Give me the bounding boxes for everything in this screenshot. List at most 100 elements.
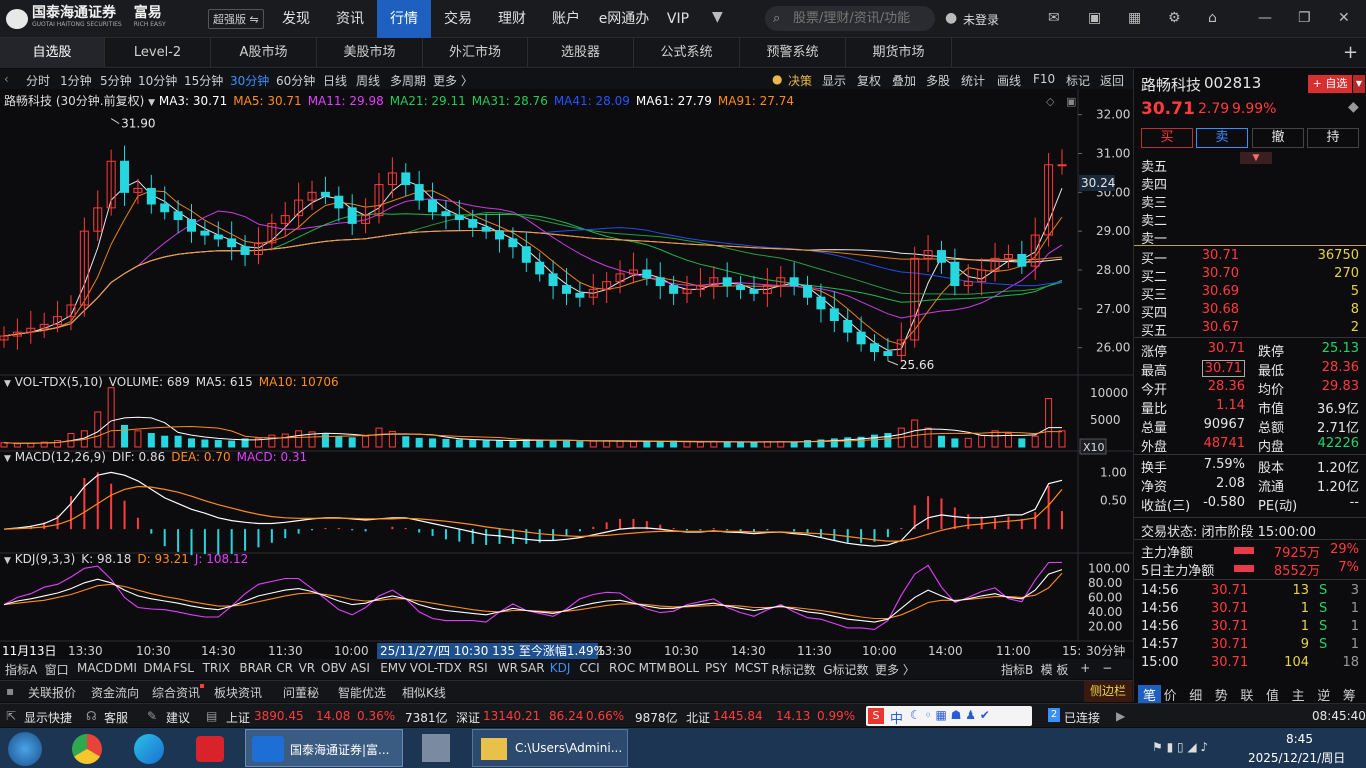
edge-icon[interactable] xyxy=(134,734,164,764)
cancel-button[interactable]: 撤 xyxy=(1252,128,1304,148)
taskbar-app-guotai[interactable]: 国泰海通证券|富... xyxy=(245,729,403,767)
nav-account[interactable]: 账户 xyxy=(552,11,580,27)
tool-multistock[interactable]: 多股 xyxy=(926,74,951,88)
indicator-tab[interactable]: MACD xyxy=(77,661,113,675)
indicator-tab[interactable]: 模 板 xyxy=(1040,663,1069,677)
indicator-tab[interactable]: OBV xyxy=(321,661,347,675)
period-10min[interactable]: 10分钟 xyxy=(138,74,178,88)
period-5min[interactable]: 5分钟 xyxy=(100,74,132,88)
indicator-tab[interactable]: 窗口 xyxy=(44,663,69,677)
right-tab[interactable]: 势 xyxy=(1214,689,1228,704)
indicator-tab[interactable]: ASI xyxy=(350,661,370,675)
nav-vip[interactable]: VIP xyxy=(666,11,690,27)
tool-display[interactable]: 显示 xyxy=(822,74,847,88)
chevron-down-icon[interactable]: ▼ xyxy=(712,9,723,25)
right-tab[interactable]: 主 xyxy=(1291,689,1305,704)
add-watchlist-button[interactable]: + 自选 xyxy=(1308,75,1352,93)
tab-watchlist[interactable]: 自选股 xyxy=(0,38,105,68)
nav-finance[interactable]: 理财 xyxy=(498,11,526,27)
link-smart-pick[interactable]: 智能优选 xyxy=(338,686,387,700)
tool-stats[interactable]: 统计 xyxy=(961,74,986,88)
taskbar-app-explorer[interactable]: C:\Users\Admini... xyxy=(472,729,628,767)
tool-f10[interactable]: F10 xyxy=(1033,72,1056,86)
trading-app-icon[interactable] xyxy=(196,736,224,762)
disk-tool-icon[interactable] xyxy=(422,734,450,762)
nav-trade[interactable]: 交易 xyxy=(444,11,472,27)
indicator-tab[interactable]: PSY xyxy=(705,661,728,675)
nav-eservice[interactable]: e网通办 xyxy=(598,11,650,27)
indicator-tab[interactable]: G标记数 xyxy=(823,663,869,677)
indicator-tab[interactable]: VR xyxy=(298,661,316,675)
indicator-tab[interactable]: 指标A xyxy=(5,663,38,677)
tab-forex[interactable]: 外汇市场 xyxy=(423,38,528,68)
indicator-tab[interactable]: 指标B xyxy=(1001,663,1034,677)
link-similar-kline[interactable]: 相似K线 xyxy=(402,686,446,700)
period-1min[interactable]: 1分钟 xyxy=(60,74,92,88)
right-tab[interactable]: 笔 xyxy=(1138,685,1162,704)
sidebar-toggle[interactable]: 侧边栏 xyxy=(1084,681,1132,702)
tab-a-share[interactable]: A股市场 xyxy=(211,38,317,68)
tab-us-stocks[interactable]: 美股市场 xyxy=(317,38,423,68)
buy-button[interactable]: 买 xyxy=(1141,128,1193,148)
service-link[interactable]: 客服 xyxy=(104,711,129,725)
indicator-tab[interactable]: BOLL xyxy=(668,661,700,675)
link-fund-flow[interactable]: 资金流向 xyxy=(91,686,140,700)
user-icon[interactable]: ● xyxy=(945,10,958,26)
tab-level2[interactable]: Level-2 xyxy=(105,38,211,68)
expand-icon[interactable]: ▼ xyxy=(1240,152,1272,164)
period-15min[interactable]: 15分钟 xyxy=(184,74,224,88)
ime-toolbar[interactable]: S 中 ☾ ◦ ▦ ☗ ♟ ✔ xyxy=(866,706,1032,727)
tool-draw[interactable]: 画线 xyxy=(997,74,1022,88)
indicator-tab[interactable]: BRAR xyxy=(239,661,273,675)
period-day[interactable]: 日线 xyxy=(323,74,348,88)
add-tab-icon[interactable]: + xyxy=(1343,42,1359,63)
collapse-icon[interactable]: ‹ xyxy=(4,72,9,86)
right-tab[interactable]: 值 xyxy=(1266,689,1280,704)
period-tick[interactable]: 分时 xyxy=(26,74,51,88)
indicator-tab[interactable]: − xyxy=(1102,661,1113,675)
sell-button[interactable]: 卖 xyxy=(1196,128,1248,148)
chrome-icon[interactable] xyxy=(72,734,102,764)
right-tab[interactable]: 筹 xyxy=(1342,689,1356,704)
diamond-icon[interactable]: ◇ xyxy=(1046,95,1055,108)
tab-alerts[interactable]: 预警系统 xyxy=(740,38,846,68)
right-tab[interactable]: 逆 xyxy=(1317,689,1331,704)
kdj-toggle-icon[interactable]: ▼ xyxy=(4,556,11,566)
indicator-tab[interactable]: VOL-TDX xyxy=(409,661,462,675)
indicator-tab[interactable]: WR xyxy=(497,661,518,675)
right-tab[interactable]: 细 xyxy=(1189,689,1203,704)
nav-discover[interactable]: 发现 xyxy=(282,11,310,27)
right-tab[interactable]: 联 xyxy=(1240,689,1254,704)
link-related-quote[interactable]: 关联报价 xyxy=(28,686,77,700)
tool-adjust[interactable]: 复权 xyxy=(857,74,882,88)
search-input[interactable]: ⌕ 股票/理财/资讯/功能 xyxy=(765,6,935,31)
indicator-tab[interactable]: MCST xyxy=(734,661,769,675)
link-sector-news[interactable]: 板块资讯 xyxy=(214,686,263,700)
edition-badge[interactable]: 超强版 ⇋ xyxy=(208,9,264,29)
indicator-tab[interactable]: MTM xyxy=(638,661,667,675)
restore-icon[interactable]: ❐ xyxy=(1298,10,1311,26)
start-button-icon[interactable] xyxy=(8,732,42,766)
dropdown-icon[interactable]: ▼ xyxy=(1353,75,1365,93)
link-ask-secretary[interactable]: 问董秘 xyxy=(283,686,320,700)
indicator-tab[interactable]: DMA xyxy=(143,661,172,675)
bell-icon[interactable]: ◆ xyxy=(1348,99,1359,115)
nav-quotes[interactable]: 行情 xyxy=(377,0,431,38)
tab-futures[interactable]: 期货市场 xyxy=(846,38,952,68)
indicator-tab[interactable]: TRIX xyxy=(202,661,231,675)
close-icon[interactable]: ✕ xyxy=(1338,10,1350,26)
gear-icon[interactable]: ⚙ xyxy=(1168,10,1181,26)
window-icon[interactable]: ▣ xyxy=(1066,95,1076,108)
right-tab[interactable]: 价 xyxy=(1163,689,1177,704)
indicator-tab[interactable]: KDJ xyxy=(549,661,571,675)
kline-chart[interactable]: 32.0031.0030.0029.0028.0027.0026.0030.24… xyxy=(0,89,1133,659)
tab-screener[interactable]: 选股器 xyxy=(528,38,634,68)
indicator-tab[interactable]: CCI xyxy=(579,661,600,675)
minimize-icon[interactable]: — xyxy=(1258,10,1272,26)
indicator-tab[interactable]: EMV xyxy=(380,661,407,675)
indicator-tab[interactable]: ROC xyxy=(609,661,636,675)
period-60min[interactable]: 60分钟 xyxy=(276,74,316,88)
tray-icons[interactable]: ⚑ ▮ ▯ ◢ ♪ xyxy=(1152,740,1209,754)
shirt-icon[interactable]: ⌂ xyxy=(1208,10,1217,26)
lock-icon[interactable]: ▣ xyxy=(1088,10,1102,26)
